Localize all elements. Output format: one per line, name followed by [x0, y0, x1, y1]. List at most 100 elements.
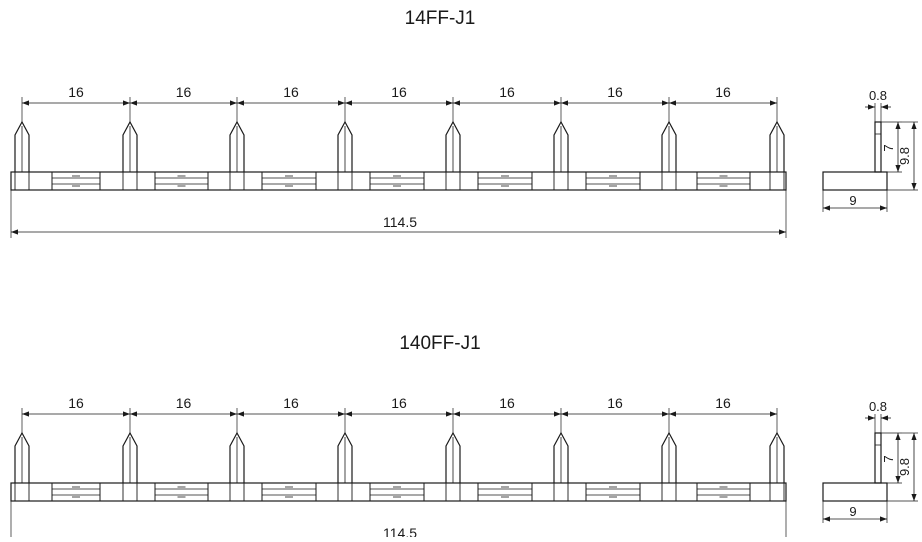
contact-pin [337, 120, 353, 190]
busbar-segment [315, 483, 371, 501]
busbar-neck [262, 175, 316, 187]
arrowhead [669, 100, 676, 106]
pitch-label: 16 [715, 84, 731, 100]
busbar-segment [423, 172, 479, 190]
arrowhead [345, 411, 352, 417]
base-width-dimension: 9 [822, 501, 888, 523]
base-width-dimension: 9 [822, 190, 888, 212]
busbar-neck [262, 486, 316, 498]
arrowhead [911, 183, 917, 190]
side-view-1: 0.8 7 9.8 9 [822, 88, 918, 212]
contact-pin [769, 120, 785, 190]
arrowhead [237, 411, 244, 417]
pitch-dimensions: 16 16 16 16 16 16 16 [21, 84, 778, 122]
arrowhead [446, 411, 453, 417]
arrowhead [130, 100, 137, 106]
pitch-dimensions: 16 16 16 16 16 16 16 [21, 395, 778, 433]
pitch-label: 16 [499, 84, 515, 100]
contact-pin [553, 431, 569, 501]
pitch-label: 16 [176, 395, 192, 411]
contact-pin [769, 431, 785, 501]
contact-pin [122, 120, 138, 190]
arrowhead [868, 104, 875, 110]
pitch-label: 16 [715, 395, 731, 411]
busbar-segment [315, 172, 371, 190]
overall-length-dimension: 114.5 [10, 501, 787, 542]
arrowhead [911, 433, 917, 440]
busbar-neck [478, 486, 532, 498]
busbar-segment [749, 483, 787, 501]
arrowhead [230, 100, 237, 106]
overall-length-dimension: 114.5 [10, 190, 787, 238]
side-view-2: 0.8 7 9.8 9 [822, 399, 918, 523]
arrowhead [881, 104, 888, 110]
thickness-label: 0.8 [869, 88, 887, 103]
busbar-segment [639, 483, 698, 501]
busbar-neck [697, 175, 750, 187]
pitch-label: 16 [607, 84, 623, 100]
arrowhead [130, 411, 137, 417]
total-height-label: 9.8 [897, 147, 912, 165]
arrowhead [561, 100, 568, 106]
contact-pin [661, 120, 677, 190]
arrowhead [22, 100, 29, 106]
pin-height-dimension: 7 [881, 432, 902, 484]
arrowhead [823, 516, 830, 522]
contact-pin [553, 120, 569, 190]
arrowhead [662, 100, 669, 106]
arrowhead [880, 516, 887, 522]
arrowhead [453, 411, 460, 417]
busbar-strip [10, 482, 787, 502]
arrowhead [453, 100, 460, 106]
side-base [822, 171, 888, 191]
busbar-neck [52, 486, 100, 498]
side-pin [874, 432, 882, 484]
pin-height-label: 7 [881, 455, 896, 462]
arrowhead [123, 100, 130, 106]
arrowhead [662, 411, 669, 417]
pitch-label: 16 [391, 84, 407, 100]
arrowhead [868, 415, 875, 421]
arrowhead [880, 205, 887, 211]
pin-height-label: 7 [881, 144, 896, 151]
busbar-segment [207, 172, 263, 190]
busbar-neck [155, 486, 208, 498]
contact-pin [229, 120, 245, 190]
pitch-label: 16 [607, 395, 623, 411]
busbar-segment [207, 483, 263, 501]
drawing-title-1: 14FF-J1 [404, 8, 476, 29]
busbar-segment [10, 483, 53, 501]
busbar-segment [531, 483, 587, 501]
arrowhead [911, 122, 917, 129]
busbar-neck [370, 486, 424, 498]
contact-pin [661, 431, 677, 501]
contact-pin [229, 431, 245, 501]
arrowhead [669, 411, 676, 417]
busbar-segment [531, 172, 587, 190]
arrowhead [770, 411, 777, 417]
pitch-label: 16 [68, 395, 84, 411]
total-height-dimension: 9.8 [887, 432, 918, 502]
arrowhead [895, 122, 901, 129]
arrowhead [123, 411, 130, 417]
arrowhead [881, 415, 888, 421]
pitch-label: 16 [176, 84, 192, 100]
busbar-neck [52, 175, 100, 187]
drawing-title-2: 140FF-J1 [399, 333, 481, 354]
contact-pin [14, 120, 30, 190]
busbar-strip [10, 171, 787, 191]
arrowhead [554, 100, 561, 106]
side-pin [874, 121, 882, 173]
arrowhead [237, 100, 244, 106]
busbar-segment [423, 483, 479, 501]
total-height-label: 9.8 [897, 458, 912, 476]
busbar-neck [478, 175, 532, 187]
arrowhead [823, 205, 830, 211]
pitch-label: 16 [283, 395, 299, 411]
arrowhead [895, 476, 901, 483]
thickness-dimension: 0.8 [865, 88, 891, 122]
contact-pin [122, 431, 138, 501]
arrowhead [446, 100, 453, 106]
busbar-neck [586, 486, 640, 498]
